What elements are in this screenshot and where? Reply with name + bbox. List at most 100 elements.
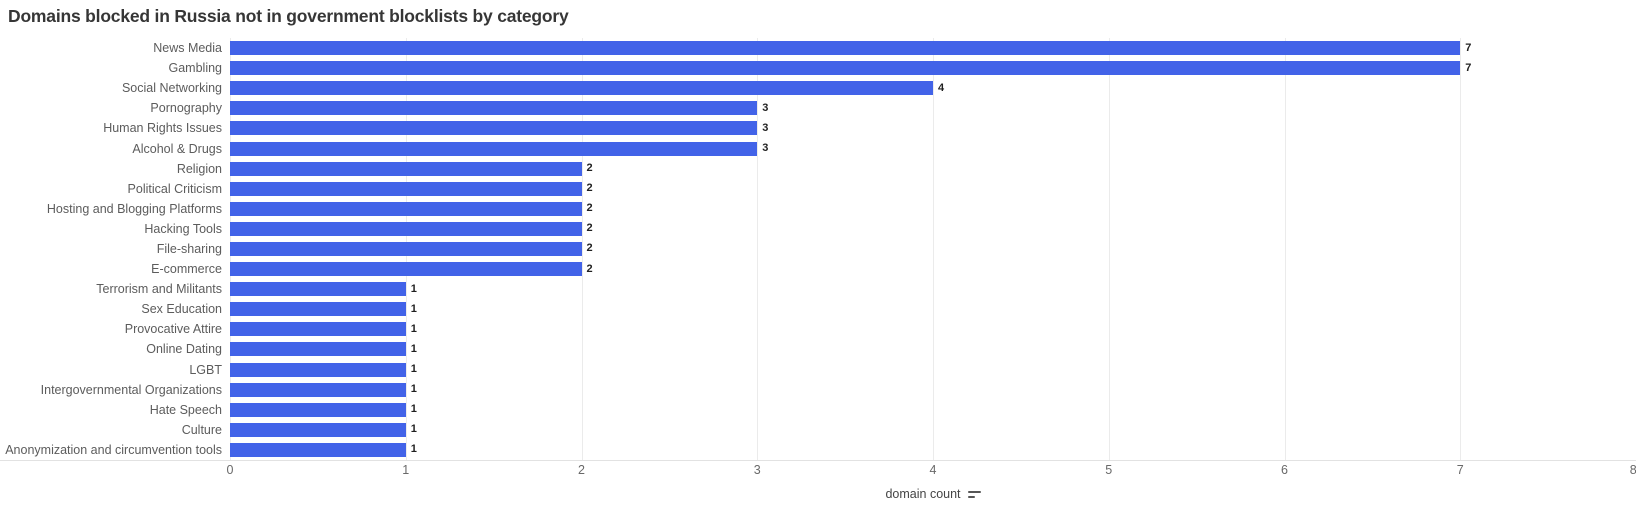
bar-value-label: 1 (410, 363, 417, 376)
bar-value-label: 1 (410, 423, 417, 436)
bar[interactable] (230, 282, 406, 297)
bar-row: Human Rights Issues 3 (0, 118, 1636, 138)
category-label: Social Networking (121, 81, 222, 96)
bar-track: 1 (230, 339, 1636, 359)
bar[interactable] (230, 442, 406, 457)
bar[interactable] (230, 181, 582, 196)
x-tick-label: 2 (578, 463, 585, 477)
x-tick-label: 1 (402, 463, 410, 477)
category-label: E-commerce (151, 262, 222, 277)
bar-row: Terrorism and Militants 1 (0, 279, 1636, 299)
x-tick-label: 5 (1105, 463, 1113, 477)
category-label: Terrorism and Militants (96, 282, 222, 297)
bar[interactable] (230, 41, 1461, 56)
bar-value-label: 1 (410, 302, 417, 315)
bar-track: 7 (230, 58, 1636, 78)
category-label: News Media (153, 41, 222, 56)
bar[interactable] (230, 262, 582, 277)
bar-value-label: 1 (410, 403, 417, 416)
bar-rows: News Media 7 Gambling 7 Social Networking 4 Po… (0, 38, 1636, 460)
x-tick-label: 6 (1281, 463, 1288, 477)
bar-row: Political Criticism 2 (0, 179, 1636, 199)
category-label: Political Criticism (127, 181, 222, 196)
bar[interactable] (230, 402, 406, 417)
bar-value-label: 1 (410, 443, 417, 456)
bar-value-label: 2 (586, 222, 593, 235)
bar-value-label: 2 (586, 162, 593, 175)
bar-value-label: 7 (1465, 41, 1472, 54)
bar-value-label: 1 (410, 282, 417, 295)
category-label: Hacking Tools (144, 221, 222, 236)
bar-row: Hacking Tools 2 (0, 219, 1636, 239)
x-tick-label: 8 (1629, 463, 1636, 477)
bar-row: News Media 7 (0, 38, 1636, 58)
bar[interactable] (230, 101, 758, 116)
bar[interactable] (230, 362, 406, 377)
bar-row: Culture 1 (0, 420, 1636, 440)
category-label: LGBT (189, 362, 222, 377)
bar-value-label: 2 (586, 202, 593, 215)
bar-track: 2 (230, 199, 1636, 219)
bar-row: Religion 2 (0, 159, 1636, 179)
bar[interactable] (230, 322, 406, 337)
bar-track: 1 (230, 279, 1636, 299)
bar[interactable] (230, 382, 406, 397)
bar[interactable] (230, 221, 582, 236)
bar[interactable] (230, 241, 582, 256)
category-label: Culture (181, 422, 222, 437)
chart-title: Domains blocked in Russia not in governm… (8, 6, 569, 26)
bar-row: Pornography 3 (0, 98, 1636, 118)
bar-row: Gambling 7 (0, 58, 1636, 78)
bar-row: LGBT 1 (0, 360, 1636, 380)
category-label: Alcohol & Drugs (132, 141, 222, 156)
bar-track: 4 (230, 78, 1636, 98)
gridline (1284, 38, 1286, 460)
bar-track: 2 (230, 219, 1636, 239)
bar-row: Sex Education 1 (0, 299, 1636, 319)
gridline (1460, 38, 1462, 460)
bar[interactable] (230, 422, 406, 437)
bar[interactable] (230, 342, 406, 357)
bar-value-label: 1 (410, 383, 417, 396)
bar-value-label: 3 (762, 142, 769, 155)
bar-row: Social Networking 4 (0, 78, 1636, 98)
bar[interactable] (230, 141, 758, 156)
gridline (581, 38, 583, 460)
category-label: File-sharing (156, 241, 222, 256)
bar-track: 1 (230, 400, 1636, 420)
bar-row: Hosting and Blogging Platforms 2 (0, 199, 1636, 219)
bar-track: 2 (230, 159, 1636, 179)
bar-track: 1 (230, 319, 1636, 339)
bar-row: E-commerce 2 (0, 259, 1636, 279)
bar[interactable] (230, 121, 758, 136)
bar-value-label: 4 (938, 81, 945, 94)
bar-value-label: 2 (586, 182, 593, 195)
category-label: Pornography (150, 101, 222, 116)
bar[interactable] (230, 61, 1461, 76)
gridline (757, 38, 759, 460)
bar-track: 3 (230, 98, 1636, 118)
bar[interactable] (230, 161, 582, 176)
bar[interactable] (230, 81, 933, 96)
bar-track: 2 (230, 259, 1636, 279)
bar-track: 3 (230, 138, 1636, 158)
bar-row: Hate Speech 1 (0, 400, 1636, 420)
x-axis-line (0, 460, 1636, 461)
x-axis-label[interactable]: domain count (230, 485, 1636, 503)
bar-value-label: 2 (586, 242, 593, 255)
category-label: Hosting and Blogging Platforms (46, 201, 222, 216)
bar-track: 3 (230, 118, 1636, 138)
bar-value-label: 1 (410, 342, 417, 355)
category-label: Sex Education (141, 302, 222, 317)
bar-value-label: 3 (762, 121, 769, 134)
bar-row: Provocative Attire 1 (0, 319, 1636, 339)
category-label: Religion (176, 161, 222, 176)
bar-track: 1 (230, 440, 1636, 460)
x-tick-label: 3 (753, 463, 761, 477)
bar-row: Anonymization and circumvention tools 1 (0, 440, 1636, 460)
bar-row: Intergovernmental Organizations 1 (0, 380, 1636, 400)
bar[interactable] (230, 201, 582, 216)
bar[interactable] (230, 302, 406, 317)
bar-track: 1 (230, 299, 1636, 319)
category-label: Intergovernmental Organizations (40, 382, 222, 397)
